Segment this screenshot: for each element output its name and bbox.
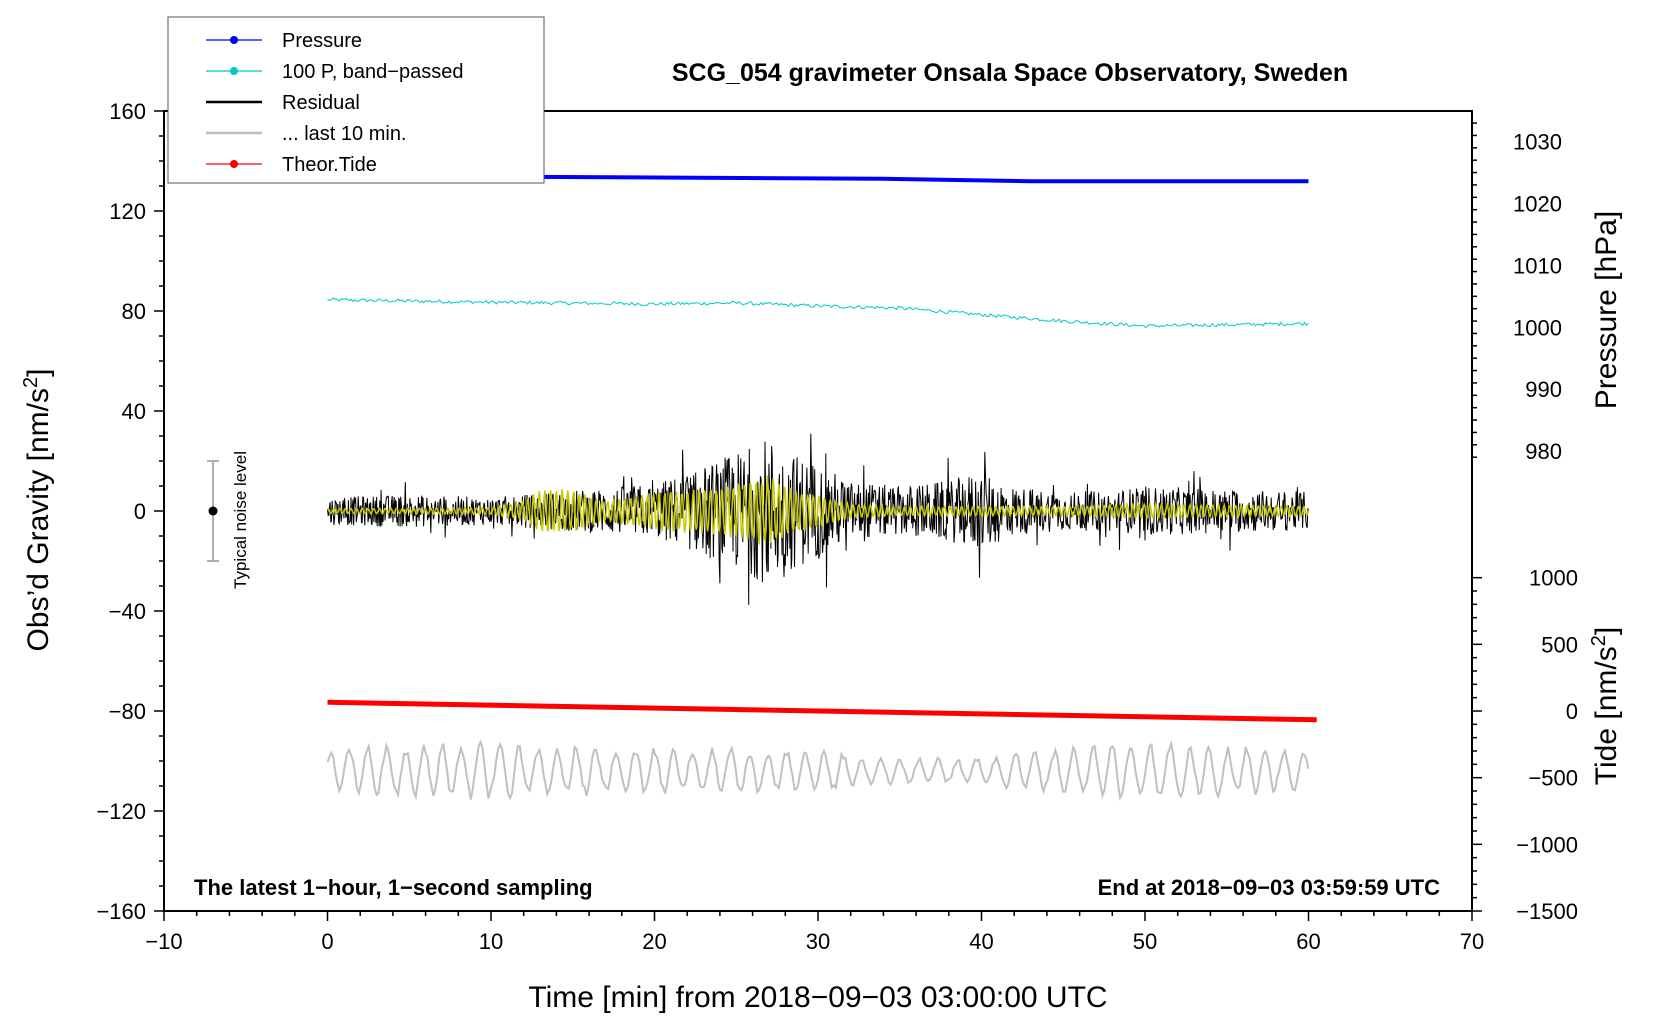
x-axis-tick-label: −10 — [145, 929, 182, 954]
legend-item: ... last 10 min. — [206, 123, 407, 145]
band-passed-pressure-series-line — [327, 297, 1309, 329]
y-left-axis-tick-label: −120 — [96, 799, 146, 824]
end-time-note: End at 2018−09−03 03:59:59 UTC — [1098, 875, 1441, 900]
y-left-axis-ticks: 160 120 80 40 0 −40 −80 −120 −160 — [96, 99, 164, 924]
pressure-axis-title: Pressure [hPa] — [1590, 211, 1623, 409]
y-left-axis-tick-label: 120 — [109, 199, 146, 224]
pressure-axis-tick-label: 980 — [1525, 439, 1562, 464]
tide-axis-ticks: 1000 500 0 −500 −1000 −1500 — [1472, 566, 1578, 924]
tide-axis-tick-label: −1500 — [1516, 899, 1578, 924]
legend-item: Residual — [206, 92, 360, 114]
legend-label: Theor.Tide — [282, 154, 377, 176]
legend-swatch-marker — [230, 36, 238, 44]
tide-axis-tick-label: 500 — [1541, 632, 1578, 657]
tide-axis-tick-label: −500 — [1528, 766, 1578, 791]
noise-bar-center-dot — [208, 506, 218, 516]
legend-label: 100 P, band−passed — [282, 61, 463, 83]
residual-series-line — [327, 433, 1309, 605]
legend: Pressure 100 P, band−passed Residual ... la… — [167, 16, 545, 184]
legend-items: Pressure 100 P, band−passed Residual ... la… — [206, 30, 463, 176]
y-left-axis-tick-label: −80 — [109, 699, 146, 724]
y-left-axis-title-end: ] — [22, 369, 55, 377]
y-left-axis-tick-label: 160 — [109, 99, 146, 124]
legend-item: Pressure — [206, 30, 362, 52]
noise-level-bar — [207, 460, 220, 562]
x-axis-ticks: −10 0 10 20 30 40 50 60 70 — [145, 911, 1484, 954]
x-axis-title: Time [min] from 2018−09−03 03:00:00 UTC — [528, 981, 1107, 1014]
x-axis-tick-label: 60 — [1296, 929, 1320, 954]
y-left-axis-title: Obs’d Gravity [nm/s2] — [20, 369, 55, 652]
legend-box — [167, 16, 545, 184]
x-axis-tick-label: 0 — [321, 929, 333, 954]
x-axis-tick-label: 40 — [969, 929, 993, 954]
pressure-series-line — [327, 173, 1309, 184]
pressure-axis-tick-label: 1030 — [1513, 130, 1562, 155]
y-left-axis-tick-label: −160 — [96, 899, 146, 924]
last-ten-minutes-series-line — [326, 739, 1310, 801]
theoretical-tide-series-line — [327, 699, 1317, 723]
noise-level-label: Typical noise level — [231, 451, 250, 589]
series-layer — [326, 173, 1317, 801]
pressure-axis-ticks: 1030 1020 1010 1000 990 980 — [1472, 122, 1562, 464]
y-left-axis-title-sup: 2 — [20, 377, 42, 388]
legend-label: Residual — [282, 92, 360, 114]
legend-item: 100 P, band−passed — [206, 61, 463, 83]
pressure-axis-tick-label: 990 — [1525, 377, 1562, 402]
x-axis-tick-label: 70 — [1460, 929, 1484, 954]
pressure-axis-tick-label: 1010 — [1513, 253, 1562, 278]
y-left-axis-tick-label: 80 — [122, 299, 146, 324]
x-axis-tick-label: 20 — [642, 929, 666, 954]
x-axis-tick-label: 50 — [1133, 929, 1157, 954]
legend-swatch-marker — [230, 67, 238, 75]
y-left-axis-tick-label: 0 — [134, 499, 146, 524]
sampling-note: The latest 1−hour, 1−second sampling — [194, 875, 593, 900]
legend-item: Theor.Tide — [206, 154, 377, 176]
pressure-axis-tick-label: 1020 — [1513, 192, 1562, 217]
tide-axis-title-end: ] — [1590, 627, 1623, 635]
legend-swatch-marker — [230, 160, 238, 168]
legend-label: ... last 10 min. — [282, 123, 407, 145]
y-left-axis-tick-label: −40 — [109, 599, 146, 624]
residual-bandpassed-series-line — [327, 475, 1310, 545]
y-left-axis-tick-label: 40 — [122, 399, 146, 424]
tide-axis-title: Tide [nm/s2] — [1588, 627, 1623, 785]
tide-axis-tick-label: 1000 — [1529, 566, 1578, 591]
legend-label: Pressure — [282, 30, 362, 52]
chart-title: SCG_054 gravimeter Onsala Space Observat… — [672, 59, 1348, 87]
pressure-axis-tick-label: 1000 — [1513, 315, 1562, 340]
tide-axis-tick-label: 0 — [1566, 699, 1578, 724]
tide-axis-title-sup: 2 — [1588, 635, 1610, 646]
tide-axis-tick-label: −1000 — [1516, 832, 1578, 857]
tide-axis-title-main: Tide [nm/s — [1590, 646, 1623, 785]
x-axis-tick-label: 30 — [806, 929, 830, 954]
y-left-axis-title-main: Obs’d Gravity [nm/s — [22, 388, 55, 651]
x-axis-tick-label: 10 — [479, 929, 503, 954]
